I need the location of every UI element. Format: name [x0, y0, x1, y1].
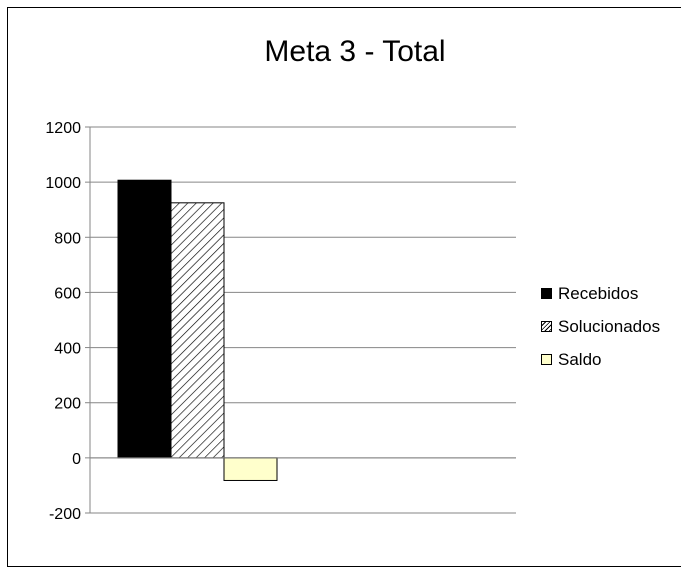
chart-legend: Recebidos Solucionados Saldo — [541, 277, 660, 376]
legend-swatch-saldo — [541, 354, 552, 365]
y-tick-label: -200 — [49, 506, 81, 523]
y-tick-label: 800 — [54, 230, 81, 247]
bar-saldo — [223, 457, 278, 481]
chart-plot: -200 0 200 400 600 800 1000 1200 — [45, 120, 516, 523]
y-tick-label: 600 — [54, 285, 81, 302]
bar-solucionados — [170, 202, 225, 459]
legend-item-saldo: Saldo — [541, 343, 660, 376]
y-tick-label: 0 — [72, 451, 81, 468]
legend-swatch-recebidos — [541, 288, 552, 299]
y-tick-label: 1200 — [45, 120, 81, 137]
legend-item-solucionados: Solucionados — [541, 310, 660, 343]
legend-label-solucionados: Solucionados — [558, 316, 661, 336]
legend-item-recebidos: Recebidos — [541, 277, 660, 310]
legend-label-saldo: Saldo — [558, 349, 602, 369]
y-tick-label: 400 — [54, 341, 81, 358]
y-tick-label: 200 — [54, 396, 81, 413]
chart-title: Meta 3 - Total — [264, 35, 446, 68]
bar-recebidos — [117, 179, 172, 459]
legend-swatch-solucionados — [541, 321, 552, 332]
y-tick-label: 1000 — [45, 175, 81, 192]
legend-label-recebidos: Recebidos — [558, 283, 639, 303]
